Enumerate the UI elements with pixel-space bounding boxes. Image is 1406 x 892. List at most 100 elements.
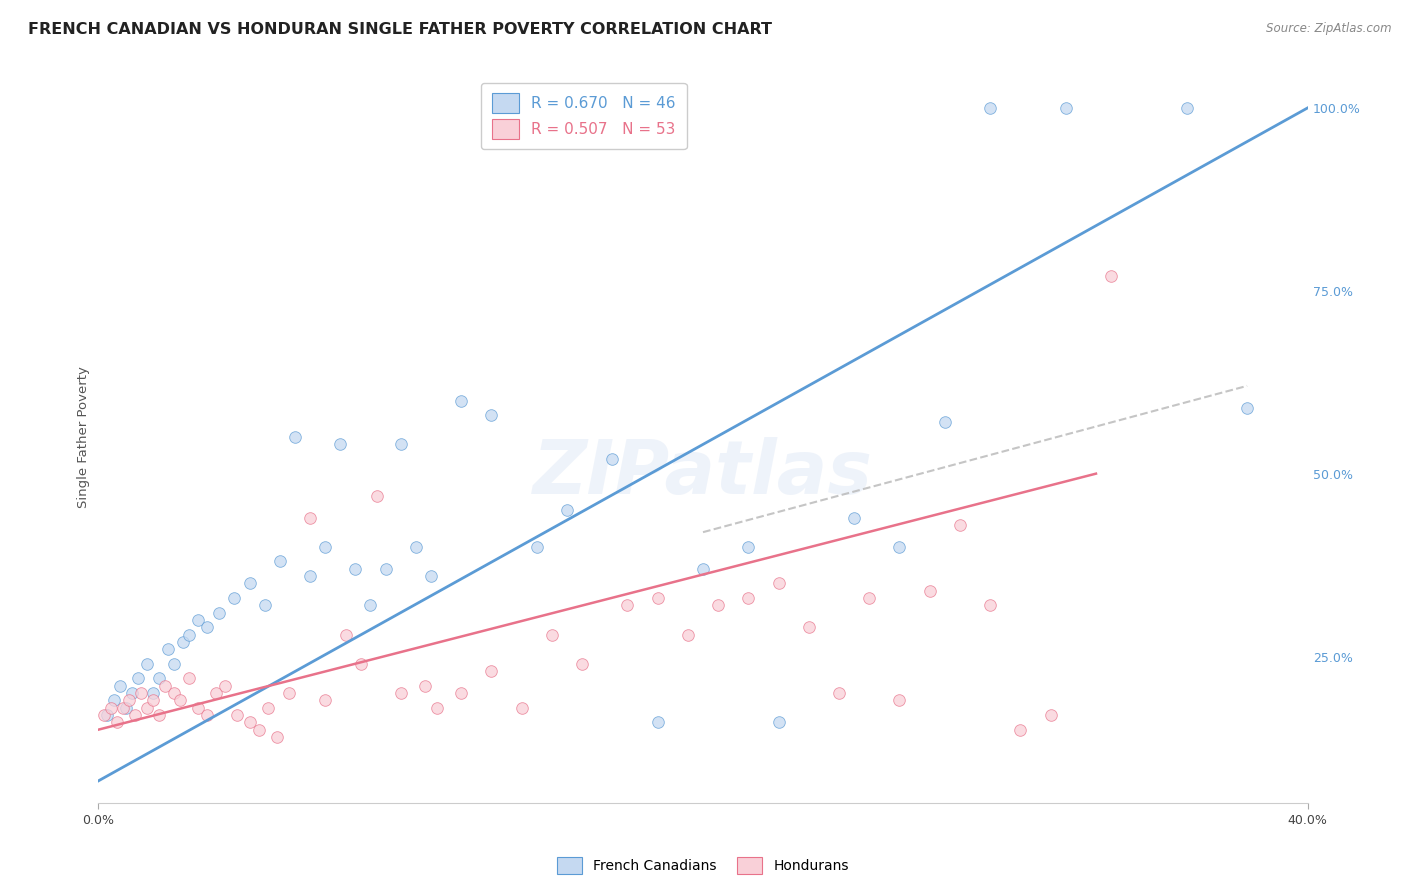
Point	[768, 576, 790, 591]
Point	[148, 708, 170, 723]
Point	[555, 503, 578, 517]
Point	[239, 715, 262, 730]
Legend: French Canadians, Hondurans: French Canadians, Hondurans	[550, 850, 856, 880]
Point	[350, 657, 373, 671]
Point	[153, 679, 176, 693]
Point	[737, 540, 759, 554]
Point	[314, 540, 336, 554]
Point	[299, 569, 322, 583]
Point	[172, 635, 194, 649]
Point	[284, 430, 307, 444]
Point	[889, 540, 911, 554]
Point	[420, 569, 443, 583]
Point	[426, 700, 449, 714]
Point	[510, 700, 533, 714]
Point	[1099, 269, 1122, 284]
Point	[692, 562, 714, 576]
Point	[1054, 101, 1077, 115]
Point	[195, 708, 218, 723]
Point	[949, 517, 972, 532]
Point	[96, 708, 118, 723]
Point	[179, 627, 201, 641]
Point	[335, 627, 357, 641]
Point	[374, 562, 396, 576]
Point	[526, 540, 548, 554]
Point	[979, 101, 1001, 115]
Point	[481, 408, 503, 422]
Point	[797, 620, 820, 634]
Point	[413, 679, 436, 693]
Point	[314, 693, 336, 707]
Point	[571, 657, 593, 671]
Point	[266, 730, 288, 744]
Point	[366, 489, 388, 503]
Point	[389, 686, 412, 700]
Point	[111, 700, 134, 714]
Point	[187, 700, 209, 714]
Point	[127, 672, 149, 686]
Point	[481, 664, 503, 678]
Point	[647, 591, 669, 605]
Point	[108, 679, 131, 693]
Point	[541, 627, 564, 641]
Legend: R = 0.670   N = 46, R = 0.507   N = 53: R = 0.670 N = 46, R = 0.507 N = 53	[481, 83, 686, 150]
Point	[163, 657, 186, 671]
Point	[299, 510, 322, 524]
Point	[979, 599, 1001, 613]
Point	[121, 686, 143, 700]
Point	[405, 540, 427, 554]
Point	[602, 452, 624, 467]
Point	[142, 686, 165, 700]
Point	[224, 591, 246, 605]
Point	[934, 416, 956, 430]
Point	[214, 679, 236, 693]
Point	[179, 672, 201, 686]
Point	[360, 599, 382, 613]
Point	[93, 708, 115, 723]
Point	[247, 723, 270, 737]
Point	[450, 686, 472, 700]
Point	[277, 686, 299, 700]
Point	[103, 693, 125, 707]
Point	[918, 583, 941, 598]
Point	[828, 686, 851, 700]
Point	[768, 715, 790, 730]
Point	[737, 591, 759, 605]
Text: ZIPatlas: ZIPatlas	[533, 437, 873, 510]
Point	[100, 700, 122, 714]
Point	[129, 686, 152, 700]
Point	[707, 599, 730, 613]
Point	[169, 693, 191, 707]
Point	[1039, 708, 1062, 723]
Point	[253, 599, 276, 613]
Text: FRENCH CANADIAN VS HONDURAN SINGLE FATHER POVERTY CORRELATION CHART: FRENCH CANADIAN VS HONDURAN SINGLE FATHE…	[28, 22, 772, 37]
Point	[389, 437, 412, 451]
Point	[450, 393, 472, 408]
Point	[256, 700, 278, 714]
Point	[226, 708, 249, 723]
Point	[105, 715, 128, 730]
Point	[135, 657, 157, 671]
Point	[858, 591, 880, 605]
Point	[1010, 723, 1032, 737]
Point	[844, 510, 866, 524]
Point	[205, 686, 228, 700]
Point	[1236, 401, 1258, 415]
Point	[676, 627, 699, 641]
Point	[195, 620, 218, 634]
Point	[1175, 101, 1198, 115]
Point	[135, 700, 157, 714]
Point	[148, 672, 170, 686]
Point	[187, 613, 209, 627]
Point	[269, 554, 291, 568]
Point	[142, 693, 165, 707]
Point	[124, 708, 146, 723]
Y-axis label: Single Father Poverty: Single Father Poverty	[77, 366, 90, 508]
Point	[156, 642, 179, 657]
Text: Source: ZipAtlas.com: Source: ZipAtlas.com	[1267, 22, 1392, 36]
Point	[239, 576, 262, 591]
Point	[208, 606, 231, 620]
Point	[647, 715, 669, 730]
Point	[118, 693, 141, 707]
Point	[889, 693, 911, 707]
